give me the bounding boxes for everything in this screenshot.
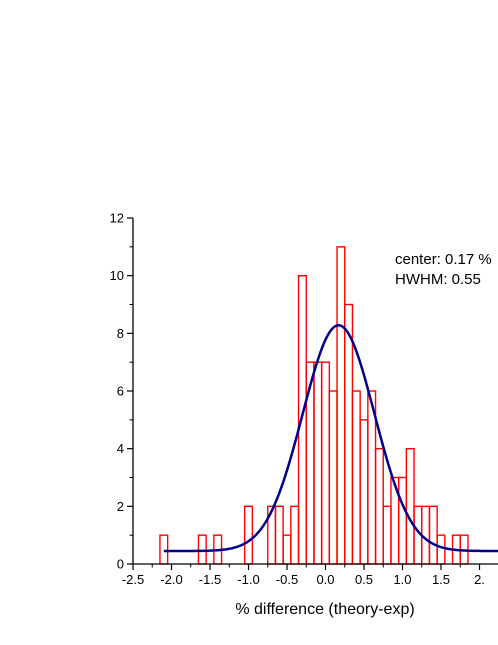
annotation-hwhm: HWHM: 0.55	[395, 271, 481, 288]
histogram-bar	[313, 361, 323, 565]
x-tick-label: 1.0	[393, 572, 411, 587]
histogram-bar	[397, 476, 408, 565]
histogram-bar	[428, 505, 438, 565]
y-tick-label: 0	[117, 557, 124, 572]
histogram-bars	[159, 246, 469, 565]
histogram-bar	[320, 361, 331, 565]
histogram-bar	[374, 447, 384, 565]
histogram-bar	[351, 390, 361, 565]
histogram-bar	[159, 534, 169, 565]
x-tick-label: -2.5	[122, 572, 144, 587]
x-tick-label: 0.0	[316, 572, 334, 587]
x-tick-label: -0.5	[276, 572, 298, 587]
y-tick-label: 8	[117, 326, 124, 341]
x-tick-label: 1.5	[432, 572, 450, 587]
histogram-bar	[243, 505, 254, 565]
y-tick-label: 12	[110, 211, 124, 226]
histogram-bar	[336, 246, 346, 565]
histogram-bar	[405, 447, 415, 565]
histogram-bar	[344, 303, 354, 565]
histogram-bar	[282, 534, 292, 565]
y-tick-label: 6	[117, 384, 124, 399]
x-axis-title: % difference (theory-exp)	[235, 601, 414, 618]
x-tick-label: -2.0	[160, 572, 182, 587]
histogram-bar	[359, 419, 369, 565]
y-tick-label: 4	[117, 441, 124, 456]
x-tick-label: 0.5	[355, 572, 373, 587]
x-tick-label: 2.	[474, 572, 485, 587]
histogram-bar	[382, 505, 392, 565]
gaussian-fit-curve	[163, 324, 498, 553]
y-tick-label: 2	[117, 499, 124, 514]
axes: -2.5 -2.0 -1.5 -1.0 -0.5 0.0 0.5 1.0 1.5 2. 0 2 4 6 8 1…	[110, 211, 498, 587]
histogram-bar	[328, 390, 338, 565]
histogram-bar	[274, 505, 284, 565]
y-tick-label: 10	[110, 268, 124, 283]
x-tick-label: -1.0	[237, 572, 259, 587]
histogram-bar	[290, 505, 300, 565]
annotation-center: center: 0.17 %	[395, 251, 492, 268]
x-tick-label: -1.5	[199, 572, 221, 587]
histogram-bar	[436, 534, 446, 565]
